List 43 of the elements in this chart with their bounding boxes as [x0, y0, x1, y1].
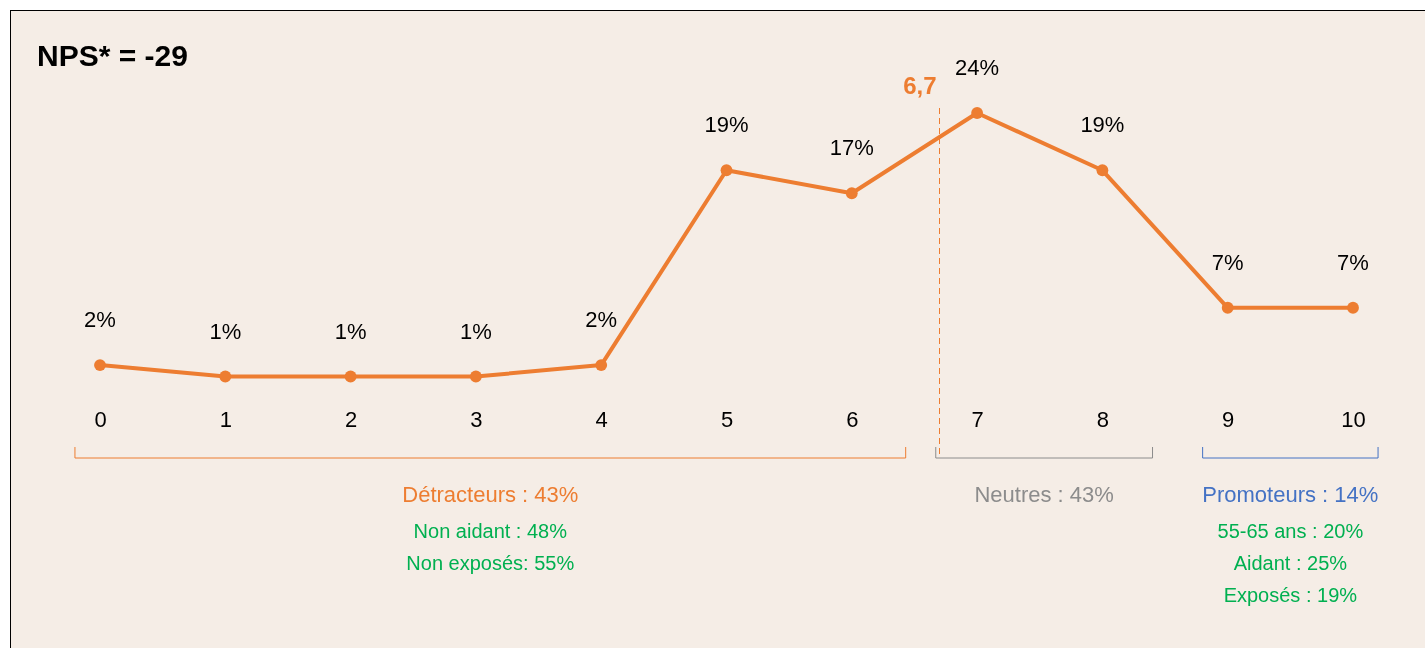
data-label: 17%	[829, 135, 874, 161]
point	[94, 359, 106, 371]
point	[845, 187, 858, 200]
x-tick-label: 0	[94, 406, 107, 432]
point	[344, 370, 357, 383]
x-tick-label: 3	[470, 406, 483, 432]
x-tick-label: 7	[971, 406, 984, 432]
text: 55-65 ans : 20%	[1217, 520, 1364, 542]
x-tick-label: 10	[1341, 406, 1366, 432]
text: Non aidant : 48%	[413, 520, 568, 542]
data-label: 2%	[84, 307, 116, 333]
x-tick-label: 2	[344, 406, 358, 432]
text: Aidant : 25%	[1233, 552, 1348, 574]
text: Neutres : 43%	[974, 482, 1114, 507]
point	[1347, 301, 1359, 314]
chart-title: NPS* = -29	[37, 39, 188, 72]
x-tick-label: 9	[1222, 406, 1235, 432]
point	[595, 359, 608, 371]
data-label: 19%	[1080, 112, 1125, 138]
point	[720, 164, 733, 177]
data-label: 2%	[585, 307, 618, 333]
point	[469, 370, 482, 383]
data-label: 1%	[460, 318, 492, 344]
x-tick-label: 1	[219, 406, 232, 432]
text: Détracteurs : 43%	[402, 482, 579, 507]
x-tick-label: 6	[846, 406, 859, 432]
text: Exposés : 19%	[1223, 584, 1358, 606]
x-tick-label: 5	[720, 406, 734, 432]
x-tick-label: 4	[595, 406, 608, 432]
point	[971, 107, 984, 119]
x-tick-label: 8	[1096, 406, 1110, 432]
text: Non exposés: 55%	[406, 552, 575, 574]
point	[219, 370, 232, 383]
data-label: 24%	[955, 55, 1000, 80]
point	[1221, 301, 1234, 314]
ref-line-label: 6,7	[903, 72, 937, 99]
data-label: 7%	[1337, 249, 1369, 275]
data-label: 1%	[209, 318, 242, 344]
point	[1096, 164, 1109, 177]
data-label: 1%	[334, 318, 367, 344]
data-label: 19%	[704, 112, 749, 138]
text: Promoteurs : 14%	[1202, 482, 1379, 507]
data-label: 7%	[1211, 249, 1244, 275]
